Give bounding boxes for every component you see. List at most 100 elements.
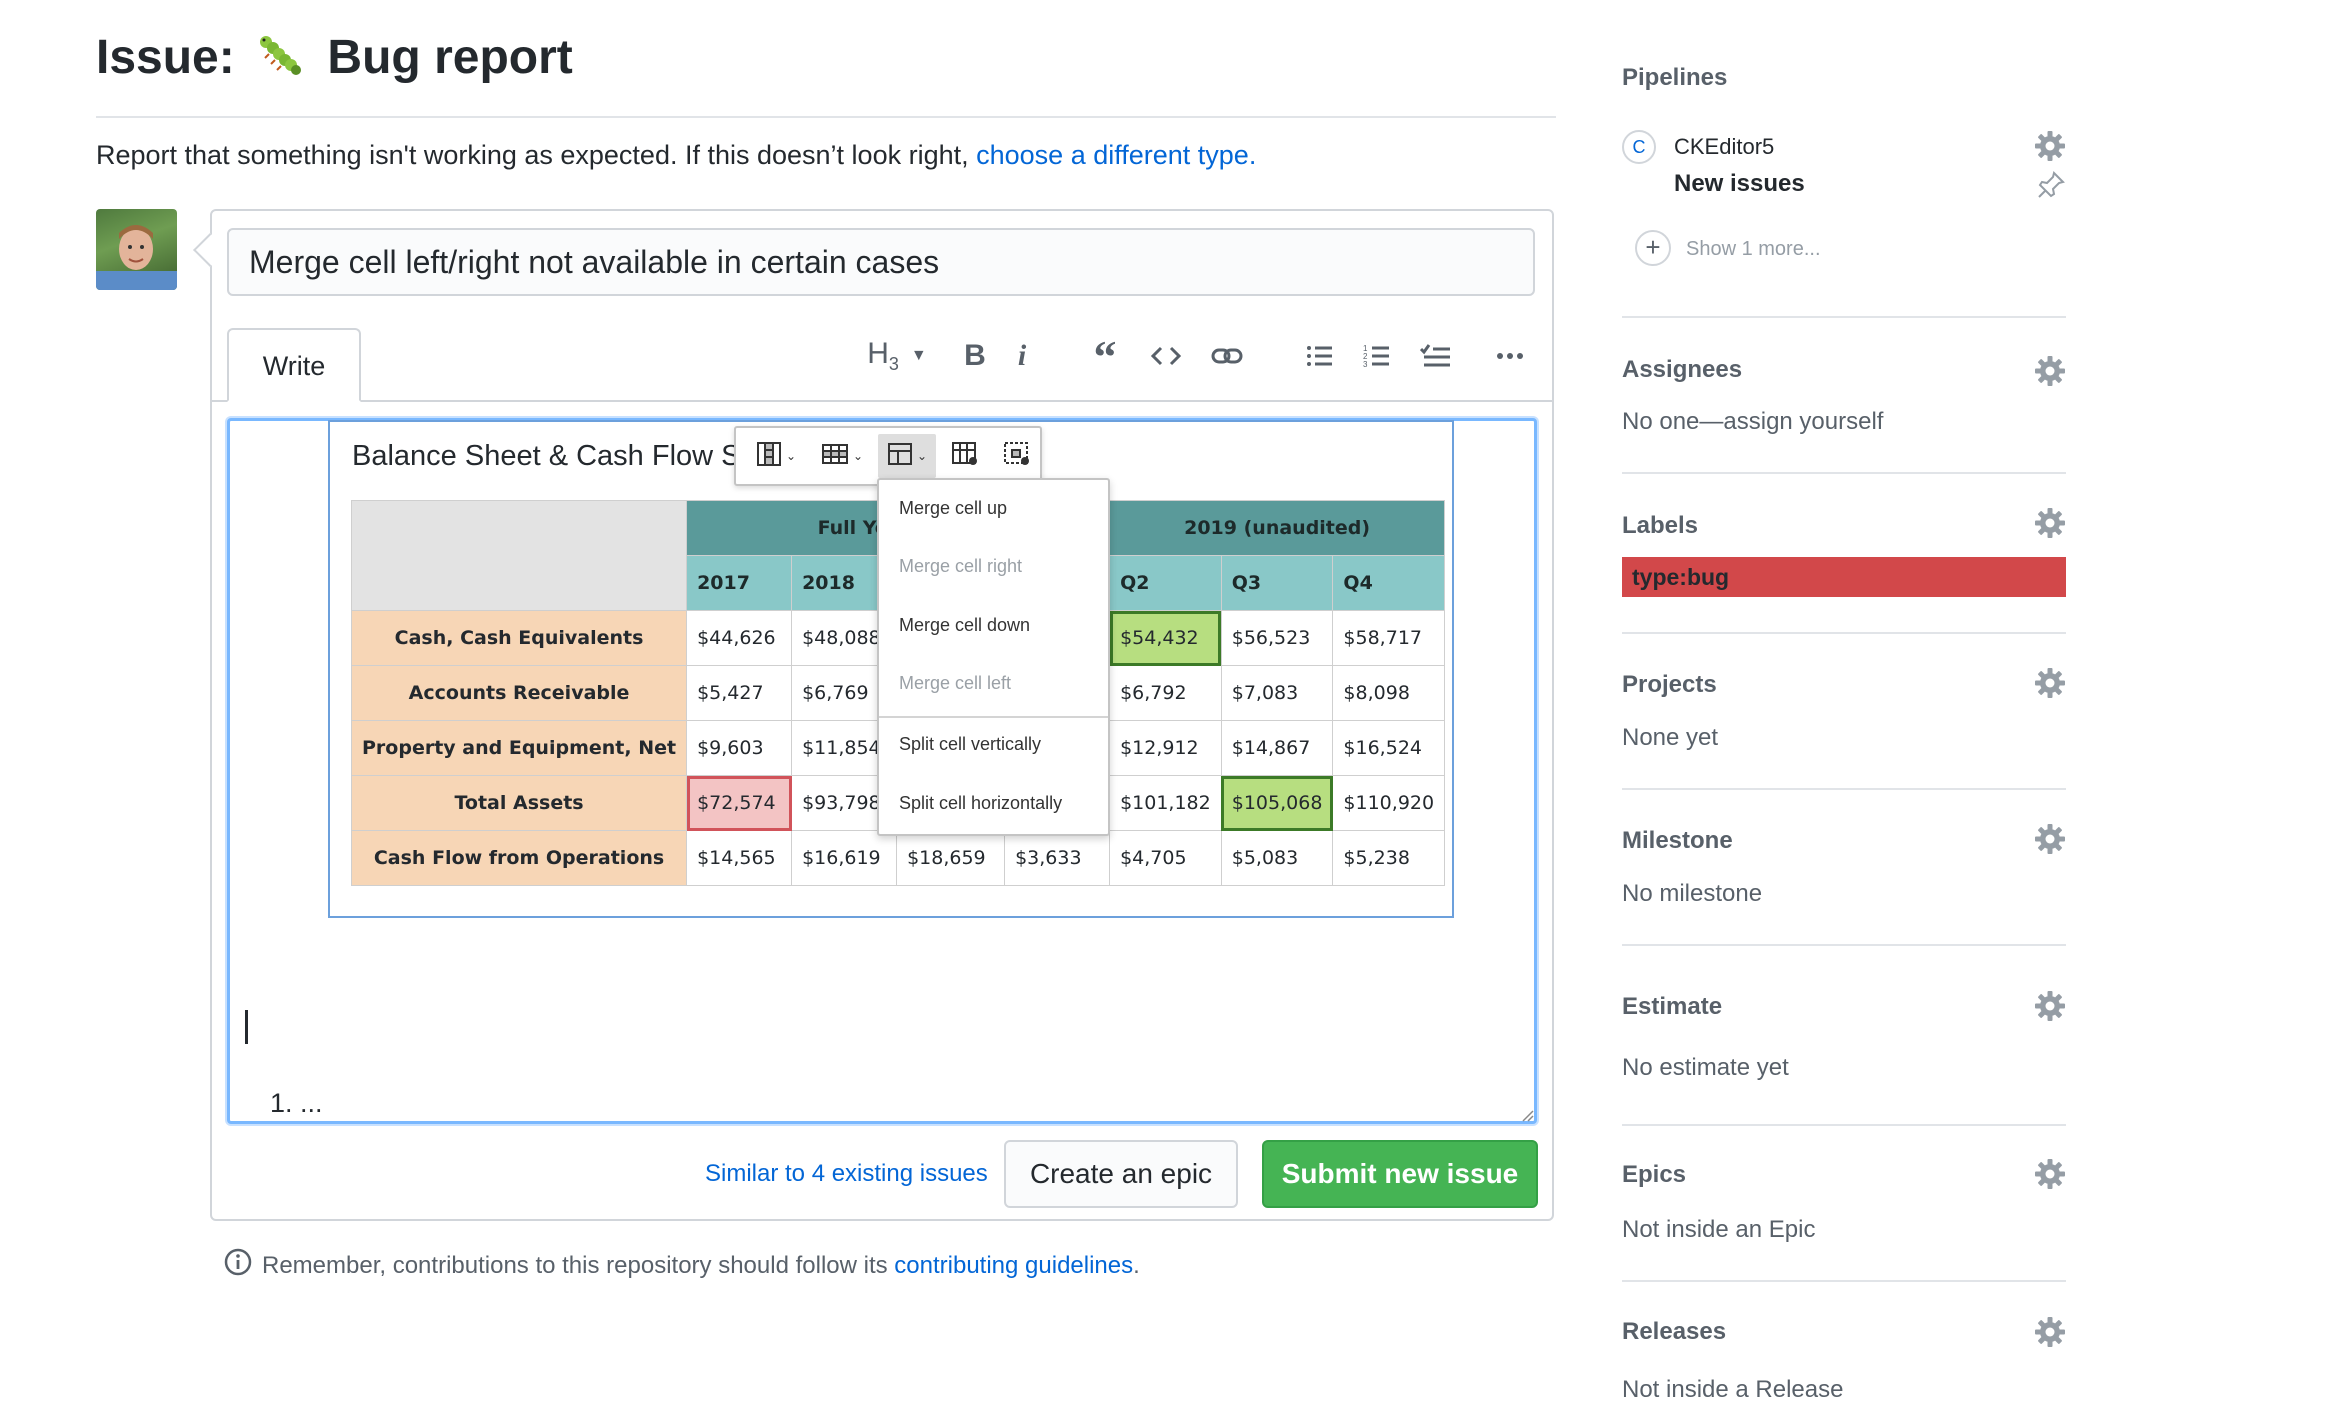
table-cell-selected[interactable]: $54,432 [1109,610,1222,666]
table-cell[interactable]: $101,182 [1109,775,1222,831]
task-list-icon[interactable] [1416,335,1456,377]
repo-logo-icon: C [1622,130,1656,164]
table-cell[interactable]: $5,427 [686,665,793,721]
header-group-2019[interactable]: 2019 (unaudited) [1109,500,1446,556]
show-more-pipelines[interactable]: Show 1 more... [1686,238,1821,260]
bold-icon[interactable]: B [964,339,986,372]
sidebar-divider [1622,632,2066,634]
table-row-button[interactable]: ⌄ [812,434,872,478]
table-caption[interactable]: Balance Sheet & Cash Flow Sta [352,440,765,472]
milestone-gear-icon[interactable] [2034,823,2066,855]
table-cell[interactable]: $5,083 [1220,830,1334,886]
estimate-heading: Estimate [1622,993,1723,1020]
table-cell[interactable]: $16,619 [791,830,898,886]
info-icon [224,1248,252,1283]
menu-item-merge-left: Merge cell left [899,673,1012,693]
choose-type-link[interactable]: choose a different type. [976,140,1257,170]
caterpillar-icon [258,33,304,88]
pin-icon[interactable] [2036,170,2066,200]
similar-issues-link[interactable]: Similar to 4 existing issues [705,1160,988,1187]
assignees-value[interactable]: No one—assign yourself [1622,408,1884,435]
chevron-down-icon: ⌄ [852,449,864,463]
table-properties-icon [951,441,979,472]
column-header[interactable]: Q3 [1220,555,1334,611]
contributing-guidelines-link[interactable]: contributing guidelines [894,1251,1134,1279]
quote-icon[interactable]: “ [1093,330,1117,382]
link-icon[interactable] [1208,335,1248,377]
table-cell[interactable]: $7,083 [1220,665,1334,721]
table-cell[interactable]: $6,792 [1109,665,1222,721]
code-icon[interactable] [1146,335,1186,377]
table-column-button[interactable]: ⌄ [746,434,806,478]
issue-title-input[interactable] [227,228,1535,296]
releases-gear-icon[interactable] [2034,1316,2066,1348]
column-header[interactable]: 2017 [686,555,793,611]
column-header[interactable]: Q4 [1332,555,1446,611]
cell-properties-button[interactable] [994,434,1040,478]
bulleted-list-icon[interactable] [1300,335,1340,377]
table-cell[interactable]: $110,920 [1332,775,1446,831]
more-icon[interactable] [1490,335,1530,377]
menu-item-merge-down[interactable]: Merge cell down [899,615,1031,635]
epics-gear-icon[interactable] [2034,1158,2066,1190]
plus-icon[interactable]: + [1635,230,1671,266]
column-header[interactable]: 2018 [791,555,898,611]
estimate-gear-icon[interactable] [2034,990,2066,1022]
merge-cells-button[interactable]: ⌄ [878,434,936,478]
labels-gear-icon[interactable] [2034,507,2066,539]
table-cell[interactable]: $3,633 [1004,830,1111,886]
create-epic-button[interactable]: Create an epic [1004,1140,1238,1208]
releases-value: Not inside a Release [1622,1376,1844,1403]
pipeline-stage[interactable]: New issues [1674,170,1805,197]
table-cell[interactable]: $14,867 [1220,720,1334,776]
table-cell-selected[interactable]: $105,068 [1220,775,1334,831]
assignees-gear-icon[interactable] [2034,355,2066,387]
row-header[interactable]: Cash, Cash Equivalents [350,610,688,666]
estimate-value: No estimate yet [1622,1054,1789,1081]
tab-write[interactable]: Write [227,328,361,402]
table-cell[interactable]: $44,626 [686,610,793,666]
column-header[interactable]: Q2 [1109,555,1222,611]
projects-heading: Projects [1622,671,1717,698]
table-properties-button[interactable] [942,434,988,478]
table-cell[interactable]: $9,603 [686,720,793,776]
epics-value: Not inside an Epic [1622,1216,1816,1243]
menu-item-merge-up[interactable]: Merge cell up [899,498,1008,518]
text-caret [245,1010,248,1044]
contribution-note: Remember, contributions to this reposito… [224,1248,1140,1283]
projects-gear-icon[interactable] [2034,667,2066,699]
row-header[interactable]: Cash Flow from Operations [350,830,688,886]
resize-handle-icon[interactable] [1520,1108,1534,1122]
table-cell[interactable]: $18,659 [896,830,1006,886]
pipelines-gear-icon[interactable] [2034,130,2066,162]
submit-issue-button[interactable]: Submit new issue [1262,1140,1538,1208]
corner-cell[interactable] [350,500,688,611]
table-cell[interactable]: $8,098 [1332,665,1446,721]
pipelines-heading: Pipelines [1622,64,1728,91]
table-cell[interactable]: $14,565 [686,830,793,886]
heading-button[interactable]: H3 ▼ [862,335,932,377]
table-cell[interactable]: $4,705 [1109,830,1222,886]
row-header[interactable]: Total Assets [350,775,688,831]
table-cell[interactable]: $5,238 [1332,830,1446,886]
label-badge[interactable]: type:bug [1622,557,2066,597]
italic-icon[interactable]: i [1017,339,1027,372]
table-cell-selected[interactable]: $72,574 [686,775,793,831]
table-cell[interactable]: $12,912 [1109,720,1222,776]
table-cell[interactable]: $58,717 [1332,610,1446,666]
menu-item-split-vertical[interactable]: Split cell vertically [899,734,1042,754]
sidebar-divider [1622,944,2066,946]
list-item[interactable]: 1. ... [270,1088,323,1118]
epics-heading: Epics [1622,1161,1687,1188]
row-header[interactable]: Property and Equipment, Net [350,720,688,776]
table-cell[interactable]: $56,523 [1220,610,1334,666]
table-row: Cash Flow from Operations $14,565 $16,61… [350,830,1446,886]
svg-text:1: 1 [1363,344,1368,353]
row-header[interactable]: Accounts Receivable [350,665,688,721]
menu-item-split-horizontal[interactable]: Split cell horizontally [899,793,1063,813]
table-cell[interactable]: $16,524 [1332,720,1446,776]
note-text: Remember, contributions to this reposito… [262,1251,895,1279]
milestone-heading: Milestone [1622,827,1733,854]
avatar [96,209,177,290]
